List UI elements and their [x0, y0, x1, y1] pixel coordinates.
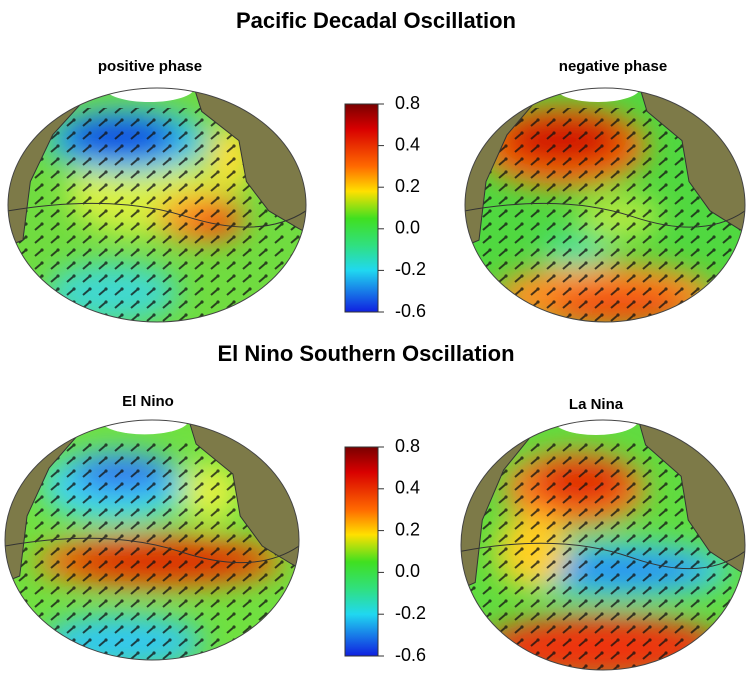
- colorbar-tick-label: -0.6: [395, 645, 426, 665]
- globe-outline: [7, 87, 307, 323]
- contour: [461, 542, 745, 570]
- colorbar: [344, 103, 379, 313]
- contour: [8, 202, 306, 228]
- globe: [461, 420, 745, 670]
- panel-label: El Nino: [122, 393, 174, 410]
- colorbar-tick-label: 0.4: [395, 134, 420, 154]
- colorbar-tick-label: 0.2: [395, 176, 420, 196]
- colorbar-tick-label: 0.0: [395, 218, 420, 238]
- globe-outline: [4, 419, 300, 661]
- globe: [465, 88, 745, 322]
- globe-outline: [464, 87, 746, 323]
- ice: [556, 88, 640, 103]
- colorbar-tick-label: 0.2: [395, 519, 420, 539]
- panel-label: La Nina: [569, 396, 624, 413]
- colorbar-tick-label: 0.8: [395, 93, 420, 113]
- ice: [553, 420, 639, 435]
- globe: [8, 88, 306, 322]
- colorbar-tick-label: -0.6: [395, 301, 426, 321]
- globe-outline: [460, 419, 746, 671]
- section-title: El Nino Southern Oscillation: [217, 341, 514, 366]
- colorbar-tick-label: -0.2: [395, 259, 426, 279]
- colorbar-tick-label: -0.2: [395, 603, 426, 623]
- contour: [5, 537, 299, 564]
- colorbar-tick-label: 0.8: [395, 436, 420, 456]
- colorbar-tick-label: 0.0: [395, 561, 420, 581]
- ice: [104, 88, 195, 103]
- panel-label: positive phase: [98, 58, 202, 75]
- globe: [5, 420, 299, 660]
- colorbar-tick-label: 0.4: [395, 478, 420, 498]
- colorbar: [344, 446, 379, 657]
- contour: [465, 202, 745, 228]
- panel-label: negative phase: [559, 58, 667, 75]
- section-title: Pacific Decadal Oscillation: [236, 8, 516, 33]
